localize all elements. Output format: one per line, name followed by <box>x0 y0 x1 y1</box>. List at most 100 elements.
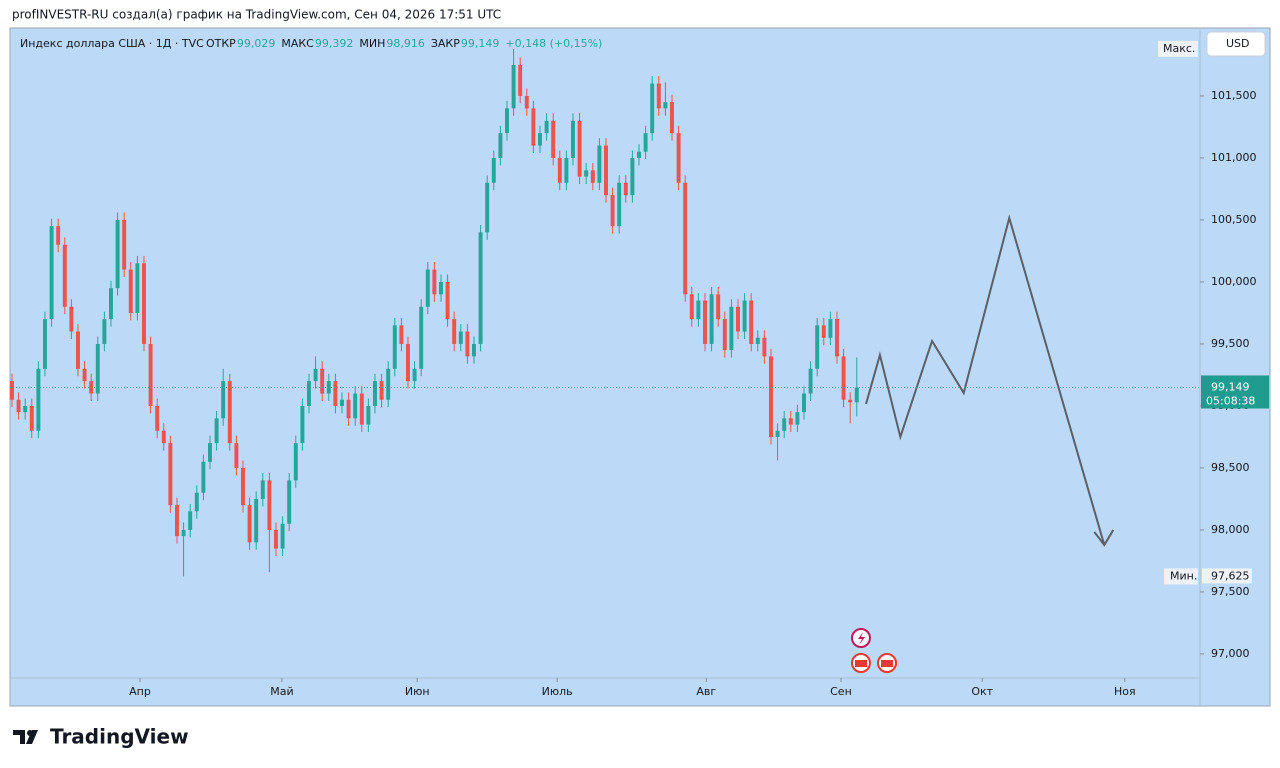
candle-body <box>293 443 298 481</box>
candle-body <box>313 368 318 382</box>
min-marker-box <box>1164 568 1198 585</box>
candle-body <box>650 83 655 134</box>
candle-body <box>247 505 252 543</box>
candle-body <box>551 120 556 158</box>
currency-button[interactable] <box>1206 31 1266 57</box>
candle-body <box>188 511 193 530</box>
candle-body <box>168 443 173 506</box>
candle-body <box>643 133 648 152</box>
candle-body <box>623 182 628 196</box>
candle-body <box>775 430 780 437</box>
candle-body <box>201 461 206 493</box>
candle-body <box>828 319 833 338</box>
x-tick-label: Апр <box>129 685 151 698</box>
candle-body <box>128 269 133 313</box>
y-tick-label: 98,500 <box>1211 461 1250 474</box>
candle-body <box>406 343 410 382</box>
current-price-label: 99,149 <box>1211 380 1250 393</box>
candle-body <box>333 381 338 406</box>
candle-body <box>115 219 120 289</box>
candle-body <box>49 226 54 320</box>
candle-body <box>29 405 34 431</box>
candle-body <box>386 368 391 400</box>
candle-body <box>181 529 186 537</box>
y-tick-label: 98,000 <box>1211 523 1250 536</box>
x-tick-label: Авг <box>696 685 716 698</box>
candle-body <box>43 319 47 369</box>
candle-body <box>683 182 688 295</box>
candle-body <box>597 145 602 183</box>
change: +0,148 (+0,15%) <box>505 37 602 50</box>
candle-body <box>637 151 641 158</box>
current-price-tag <box>1201 375 1269 409</box>
candle-body <box>729 306 734 351</box>
event-icon-glyph <box>858 632 865 645</box>
candle-body <box>670 102 674 134</box>
legend-label: ОТКР <box>206 37 236 50</box>
plot-area <box>9 27 1271 707</box>
candle-body <box>95 343 100 394</box>
candle-body <box>788 418 793 425</box>
candle-body <box>452 319 457 344</box>
candle-body <box>425 269 430 307</box>
ohlc-legend: ОТКР 99,029 МАКС 99,392 МИН 98,916 ЗАКР 99,149 +… <box>206 37 602 50</box>
candle-body <box>320 368 325 394</box>
candle-body <box>379 381 384 400</box>
attribution: profINVESTR-RU создал(а) график на Tradi… <box>12 8 501 22</box>
candle-body <box>175 505 179 537</box>
candle-body <box>498 133 503 158</box>
candle-body <box>23 405 28 413</box>
candle-body <box>782 418 787 431</box>
candle-body <box>630 157 635 196</box>
candle-body <box>373 381 377 406</box>
candle-body <box>676 133 681 183</box>
event-icon-glyph <box>855 660 867 667</box>
candle-body <box>142 263 146 344</box>
candle-body <box>511 64 516 109</box>
candle-body <box>241 467 245 506</box>
legend-value: 98,916 <box>386 37 425 50</box>
candle-body <box>544 120 549 134</box>
candle-body <box>557 157 562 183</box>
min-marker-label: Мин. <box>1170 569 1197 582</box>
x-tick-label: Май <box>270 685 293 698</box>
max-marker-label: Макс. <box>1163 42 1195 55</box>
candle-body <box>458 331 463 344</box>
currency-label[interactable]: USD <box>1226 37 1250 50</box>
candle-body <box>82 368 87 382</box>
candle-body <box>234 443 239 468</box>
y-tick-label: 101,500 <box>1211 89 1257 102</box>
y-tick-label: 97,000 <box>1211 647 1250 660</box>
candle-body <box>16 399 21 413</box>
candle-body <box>340 399 344 406</box>
candle-body <box>36 368 41 431</box>
candle-body <box>267 480 272 530</box>
candle-body <box>854 387 859 403</box>
countdown: 05:08:38 <box>1206 394 1255 407</box>
candle-body <box>795 412 800 425</box>
candle-body <box>439 281 443 295</box>
candle-body <box>716 294 721 320</box>
candle-body <box>656 83 661 109</box>
candle-body <box>696 300 701 320</box>
candle-body <box>227 381 232 444</box>
candle-body <box>412 368 417 382</box>
max-marker-box <box>1158 40 1198 57</box>
candle-body <box>161 430 166 444</box>
y-tick-label: 99,500 <box>1211 337 1250 350</box>
candle-body <box>307 381 311 406</box>
candle-body <box>703 300 707 344</box>
legend-label: ЗАКР <box>431 37 460 50</box>
candle-body <box>755 337 760 344</box>
y-tick-label: 100,000 <box>1211 275 1257 288</box>
legend-label: МИН <box>359 37 385 50</box>
candle-body <box>749 300 754 344</box>
candle-body <box>300 405 305 444</box>
candle-body <box>472 343 476 357</box>
candle-body <box>280 523 285 549</box>
min-value-box <box>1202 568 1252 584</box>
x-tick-label: Окт <box>971 685 993 698</box>
candle-body <box>709 294 714 344</box>
candle-body <box>76 331 80 369</box>
